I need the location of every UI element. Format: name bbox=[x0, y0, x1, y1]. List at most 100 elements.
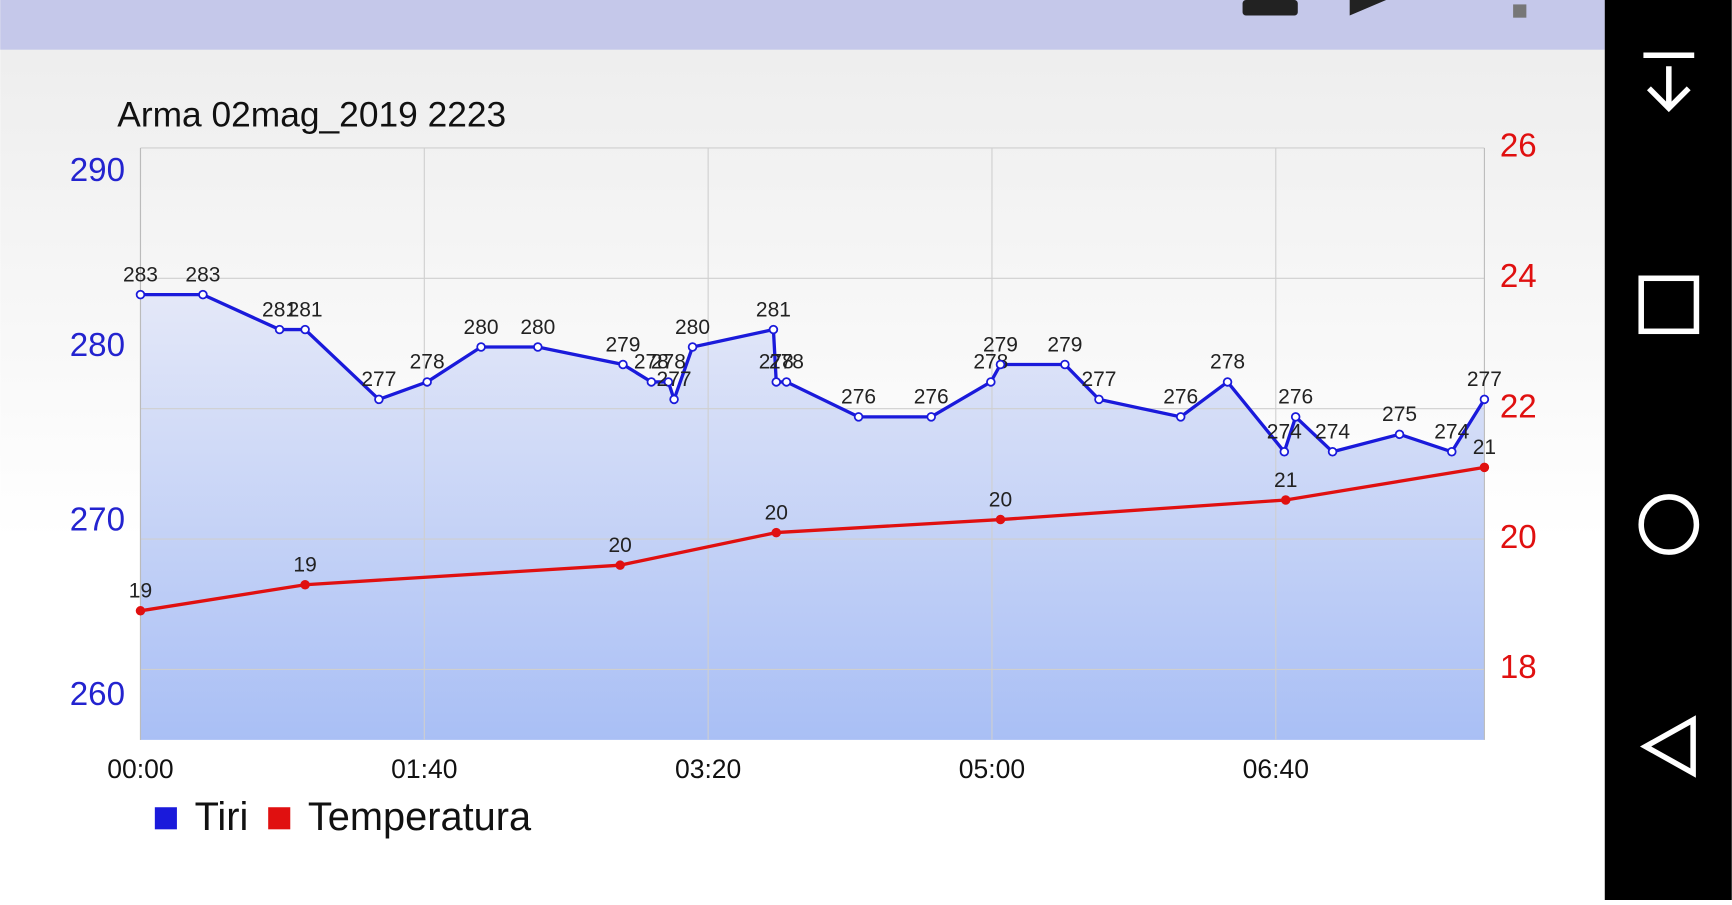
y2-tick-label: 26 bbox=[1500, 128, 1537, 165]
point bbox=[135, 606, 146, 616]
point bbox=[300, 324, 310, 335]
x-tick-label: 05:00 bbox=[959, 754, 1025, 784]
point bbox=[615, 560, 625, 570]
point bbox=[1479, 462, 1490, 473]
data-label: 278 bbox=[759, 351, 794, 374]
x-tick-label: 06:40 bbox=[1243, 754, 1309, 784]
data-label: 278 bbox=[634, 351, 669, 374]
x-tick-label: 01:40 bbox=[391, 754, 457, 784]
point bbox=[476, 342, 486, 352]
data-label: 280 bbox=[464, 316, 499, 339]
point bbox=[300, 579, 310, 590]
point bbox=[1394, 429, 1405, 440]
series-line bbox=[140, 292, 1486, 456]
data-label: 278 bbox=[769, 351, 804, 374]
point bbox=[781, 377, 792, 387]
legend-label: Temperatura bbox=[308, 795, 532, 839]
point bbox=[986, 377, 996, 387]
data-label: 278 bbox=[1210, 351, 1245, 374]
data-label: 278 bbox=[410, 351, 445, 374]
data-label: 280 bbox=[520, 316, 555, 339]
point bbox=[1222, 377, 1233, 387]
home-button[interactable] bbox=[1638, 494, 1700, 555]
point bbox=[1279, 447, 1290, 457]
y2-tick-label: 20 bbox=[1500, 519, 1537, 556]
app-bar bbox=[0, 0, 1605, 50]
data-label: 276 bbox=[1278, 386, 1313, 409]
data-label: 281 bbox=[288, 298, 323, 321]
point bbox=[374, 394, 384, 405]
point bbox=[1290, 412, 1301, 422]
data-label: 283 bbox=[185, 263, 220, 286]
data-label: 275 bbox=[1382, 403, 1417, 426]
legend-label: Tiri bbox=[195, 795, 249, 839]
data-label: 276 bbox=[914, 386, 949, 409]
data-label: 277 bbox=[361, 368, 396, 391]
point bbox=[1175, 412, 1186, 422]
menu-icon[interactable] bbox=[1513, 4, 1527, 18]
point bbox=[1327, 447, 1338, 457]
point bbox=[926, 412, 936, 422]
recents-button[interactable] bbox=[1638, 275, 1700, 335]
point bbox=[198, 289, 208, 300]
y-tick-label: 260 bbox=[70, 676, 125, 713]
point bbox=[1060, 359, 1070, 370]
legend-swatch bbox=[268, 807, 291, 830]
y-tick-label: 280 bbox=[70, 327, 125, 364]
data-label: 19 bbox=[293, 554, 316, 577]
point bbox=[687, 342, 698, 352]
point bbox=[618, 359, 628, 370]
data-label: 274 bbox=[1434, 421, 1469, 444]
point bbox=[995, 514, 1006, 525]
data-label: 279 bbox=[983, 333, 1018, 356]
point bbox=[274, 324, 285, 335]
x-tick-label: 00:00 bbox=[107, 754, 173, 784]
point bbox=[422, 377, 432, 387]
data-label: 277 bbox=[1081, 368, 1116, 391]
plot: 00:00 01:40 03:20 05:00 06:40 18 20 22 24 26 260 27… bbox=[70, 128, 1537, 839]
data-label: 283 bbox=[123, 263, 158, 286]
data-label: 279 bbox=[605, 333, 640, 356]
data-label: 277 bbox=[1467, 368, 1502, 391]
chart-title: Arma 02mag_2019 2223 bbox=[117, 95, 506, 134]
point bbox=[771, 377, 782, 387]
data-label: 21 bbox=[1473, 436, 1496, 459]
point bbox=[771, 527, 782, 538]
data-label: 277 bbox=[657, 368, 692, 391]
y2-tick-label: 18 bbox=[1500, 649, 1537, 686]
point bbox=[1094, 394, 1104, 405]
legend-swatch bbox=[154, 807, 177, 830]
point bbox=[1447, 447, 1457, 457]
data-label: 20 bbox=[765, 501, 788, 524]
data-label: 276 bbox=[841, 386, 876, 409]
point bbox=[1479, 394, 1490, 405]
data-label: 21 bbox=[1274, 469, 1297, 492]
back-button[interactable] bbox=[1639, 715, 1696, 778]
data-label: 274 bbox=[1267, 421, 1302, 444]
data-label: 280 bbox=[675, 316, 710, 339]
data-label: 19 bbox=[129, 580, 152, 603]
y2-tick-label: 22 bbox=[1500, 388, 1537, 425]
area bbox=[140, 294, 1485, 740]
data-label: 281 bbox=[756, 298, 791, 321]
point bbox=[768, 324, 779, 335]
download-icon[interactable] bbox=[1643, 52, 1695, 113]
data-label: 276 bbox=[1163, 386, 1198, 409]
point bbox=[646, 377, 657, 387]
point bbox=[669, 394, 679, 405]
point bbox=[135, 289, 146, 300]
y-tick-label: 270 bbox=[70, 501, 125, 538]
y2-tick-label: 24 bbox=[1500, 258, 1537, 295]
data-label: 20 bbox=[608, 534, 631, 557]
data-label: 20 bbox=[989, 488, 1012, 511]
point bbox=[663, 377, 674, 387]
point bbox=[533, 342, 543, 352]
data-label: 279 bbox=[1047, 333, 1082, 356]
y-tick-label: 290 bbox=[70, 152, 125, 189]
camera-icon[interactable] bbox=[1242, 0, 1298, 16]
data-label: 274 bbox=[1315, 421, 1350, 444]
data-label: 281 bbox=[262, 298, 297, 321]
x-tick-label: 03:20 bbox=[675, 754, 741, 784]
